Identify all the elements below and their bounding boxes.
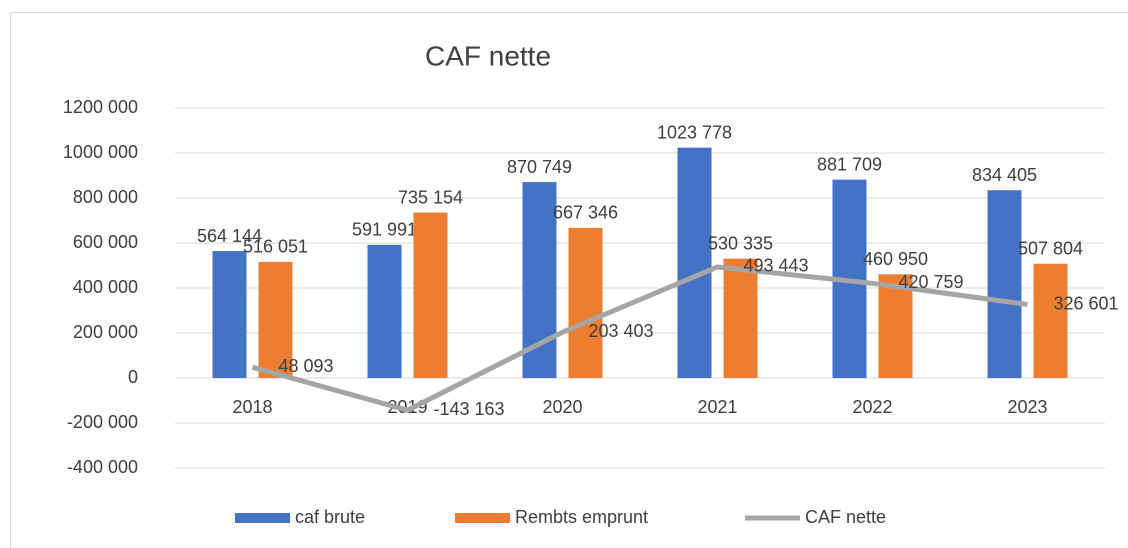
y-tick-label: 600 000 (73, 232, 138, 252)
legend-swatch (235, 513, 290, 523)
data-label: 507 804 (1018, 238, 1083, 258)
legend-swatch (455, 513, 510, 523)
data-label: 1023 778 (657, 122, 732, 142)
y-tick-label: 800 000 (73, 187, 138, 207)
x-tick-label: 2020 (542, 397, 582, 417)
data-label: -143 163 (434, 399, 505, 419)
y-tick-label: -200 000 (67, 412, 138, 432)
legend-label: CAF nette (805, 507, 886, 527)
line (251, 264, 1028, 413)
x-tick-label: 2021 (697, 397, 737, 417)
data-label: 881 709 (817, 154, 882, 174)
bar (568, 227, 603, 378)
data-label: 530 335 (708, 233, 773, 253)
bar (258, 261, 293, 378)
data-label: 735 154 (398, 187, 463, 207)
data-label: 203 403 (589, 321, 654, 341)
data-label: 667 346 (553, 203, 618, 223)
bar (677, 147, 712, 378)
data-label: 48 093 (279, 356, 334, 376)
bar (367, 244, 402, 378)
data-label: 420 759 (899, 272, 964, 292)
data-label: 591 991 (352, 220, 417, 240)
y-tick-label: 0 (128, 367, 138, 387)
legend-label: caf brute (295, 507, 365, 527)
data-label: 870 749 (507, 157, 572, 177)
bar (413, 212, 448, 378)
bar (878, 274, 913, 378)
y-tick-label: 200 000 (73, 322, 138, 342)
x-tick-label: 2019 (387, 397, 427, 417)
data-label: 564 144 (197, 226, 262, 246)
y-tick-label: 1200 000 (63, 97, 138, 117)
bar (1033, 263, 1068, 378)
bar (987, 190, 1022, 378)
y-tick-label: 400 000 (73, 277, 138, 297)
data-label: 460 950 (863, 249, 928, 269)
legend-label: Rembts emprunt (515, 507, 648, 527)
bar (212, 251, 247, 378)
y-tick-label: 1000 000 (63, 142, 138, 162)
x-tick-label: 2023 (1007, 397, 1047, 417)
y-tick-label: -400 000 (67, 457, 138, 477)
data-label: 326 601 (1054, 293, 1119, 313)
data-label: 493 443 (744, 256, 809, 276)
bar (723, 258, 758, 378)
chart-title: CAF nette (425, 40, 551, 71)
x-tick-label: 2018 (232, 397, 272, 417)
data-label: 516 051 (243, 237, 308, 257)
data-label: 834 405 (972, 165, 1037, 185)
x-tick-label: 2022 (852, 397, 892, 417)
